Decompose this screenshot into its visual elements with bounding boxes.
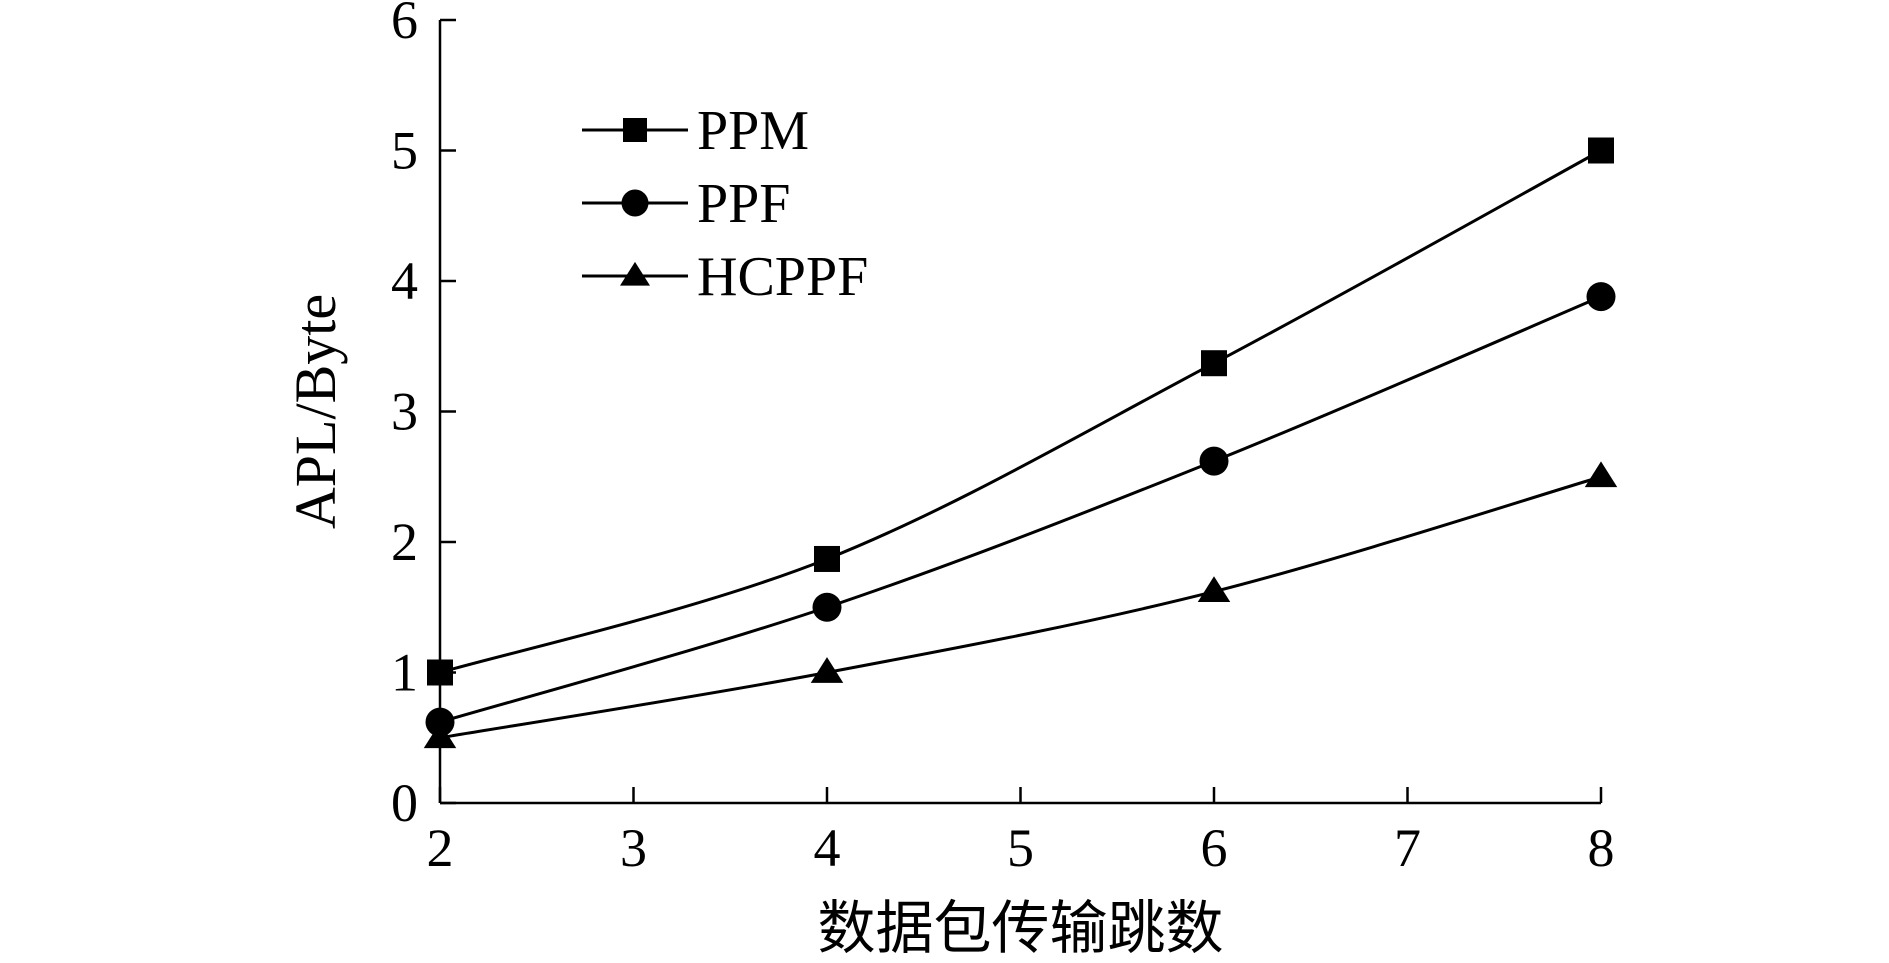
y-tick-label: 1: [391, 643, 418, 703]
circle-marker: [621, 189, 649, 217]
circle-marker: [812, 592, 842, 622]
y-tick-label: 5: [391, 121, 418, 181]
y-tick-label: 2: [391, 512, 418, 572]
legend-entry-ppm: PPM: [582, 100, 809, 162]
circle-marker: [1586, 282, 1616, 312]
series-line-hcppf: [439, 475, 1602, 740]
legend-entry-ppf: PPF: [582, 173, 790, 235]
triangle-marker: [1197, 576, 1231, 602]
x-tick-label: 4: [814, 818, 841, 878]
legend: PPM PPF HCPPF: [582, 100, 868, 308]
legend-entry-hcppf: HCPPF: [582, 246, 868, 308]
circle-marker: [1199, 446, 1229, 476]
y-tick-label: 0: [391, 773, 418, 833]
x-ticks: 2 3 4 5 6 7 8: [427, 787, 1615, 878]
x-tick-label: 5: [1007, 818, 1034, 878]
legend-label: HCPPF: [697, 246, 868, 308]
y-ticks: 0 1 2 3 4 5 6: [391, 0, 456, 833]
x-tick-label: 2: [427, 818, 454, 878]
square-marker: [623, 118, 647, 142]
x-tick-label: 8: [1588, 818, 1615, 878]
series-line-ppf: [439, 295, 1602, 724]
y-axis-title: APL/Byte: [283, 294, 348, 529]
x-axis-title: 数据包传输跳数: [817, 896, 1223, 961]
x-tick-label: 3: [620, 818, 647, 878]
legend-label: PPM: [697, 100, 809, 162]
y-tick-label: 6: [391, 0, 418, 50]
square-marker: [1588, 137, 1614, 164]
square-marker: [1201, 350, 1227, 377]
series-line-ppm: [439, 149, 1602, 674]
square-marker: [814, 545, 840, 572]
axes: [438, 20, 1601, 805]
circle-marker: [425, 707, 455, 737]
x-tick-label: 7: [1394, 818, 1421, 878]
triangle-marker: [810, 657, 844, 683]
series-markers: [423, 137, 1618, 749]
legend-label: PPF: [697, 173, 790, 235]
y-tick-label: 3: [391, 382, 418, 442]
triangle-marker: [620, 261, 650, 286]
square-marker: [427, 659, 453, 686]
series-lines: [439, 149, 1602, 740]
triangle-marker: [423, 722, 457, 749]
y-tick-label: 4: [391, 251, 418, 311]
triangle-marker: [1584, 461, 1618, 488]
x-tick-label: 6: [1201, 818, 1228, 878]
